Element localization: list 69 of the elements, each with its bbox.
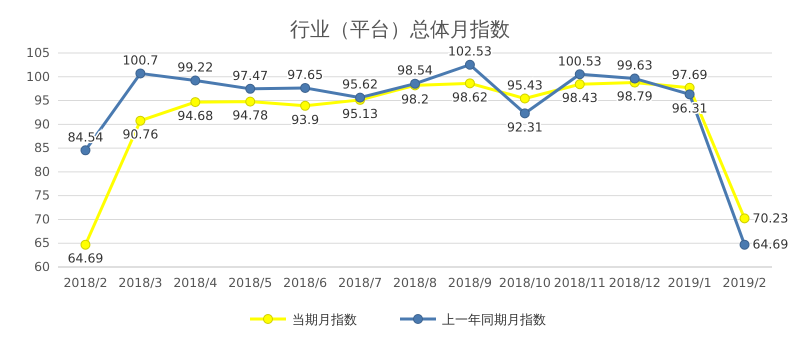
x-tick-label: 2018/9 bbox=[448, 275, 492, 290]
data-label: 98.43 bbox=[562, 90, 598, 106]
chart-title: 行业（平台）总体月指数 bbox=[290, 17, 510, 41]
x-tick-label: 2018/7 bbox=[338, 275, 382, 290]
point bbox=[574, 69, 585, 80]
x-tick-label: 2018/12 bbox=[608, 275, 661, 290]
point bbox=[630, 74, 640, 84]
data-label: 98.54 bbox=[397, 62, 433, 78]
point bbox=[520, 108, 530, 118]
x-tick-label: 2019/1 bbox=[668, 275, 712, 290]
x-tick-label: 2018/5 bbox=[228, 275, 272, 290]
point bbox=[740, 213, 750, 224]
data-label: 94.78 bbox=[232, 108, 268, 123]
y-tick-label: 90 bbox=[34, 116, 50, 132]
data-label: 99.63 bbox=[616, 58, 653, 73]
data-label: 64.69 bbox=[752, 236, 788, 252]
point bbox=[300, 100, 310, 111]
point bbox=[574, 79, 585, 90]
point bbox=[464, 60, 475, 70]
x-tick-label: 2018/10 bbox=[498, 275, 551, 290]
x-tick-label: 2018/4 bbox=[173, 275, 218, 290]
x-tick-label: 2019/2 bbox=[722, 275, 767, 290]
point bbox=[135, 68, 146, 78]
y-tick-label: 105 bbox=[26, 45, 50, 60]
point bbox=[520, 94, 530, 104]
y-tick-label: 60 bbox=[34, 259, 50, 274]
data-label: 92.31 bbox=[506, 119, 543, 134]
x-tick-label: 2018/3 bbox=[118, 275, 162, 290]
x-tick-label: 2018/8 bbox=[393, 275, 438, 290]
legend-label: 上一年同期月指数 bbox=[442, 313, 546, 328]
data-label: 99.22 bbox=[177, 59, 214, 74]
point bbox=[135, 116, 146, 126]
point bbox=[245, 96, 256, 107]
point bbox=[740, 240, 750, 250]
data-label: 97.69 bbox=[672, 66, 708, 82]
data-label: 93.9 bbox=[291, 112, 320, 127]
data-label: 95.62 bbox=[342, 76, 378, 92]
data-label: 95.43 bbox=[506, 78, 543, 93]
point bbox=[80, 145, 90, 156]
point bbox=[190, 97, 200, 108]
data-label: 95.13 bbox=[342, 106, 378, 121]
point bbox=[464, 78, 475, 88]
data-label: 98.62 bbox=[452, 89, 488, 104]
data-label: 97.65 bbox=[287, 66, 324, 82]
data-label: 100.53 bbox=[558, 53, 602, 68]
y-tick-label: 80 bbox=[34, 164, 50, 179]
data-label: 97.47 bbox=[232, 68, 268, 83]
data-label: 98.2 bbox=[401, 91, 429, 106]
y-tick-label: 85 bbox=[34, 140, 50, 156]
y-tick-label: 95 bbox=[34, 92, 50, 108]
point bbox=[190, 75, 200, 86]
point bbox=[684, 89, 695, 100]
x-tick-label: 2018/6 bbox=[283, 275, 328, 290]
data-label: 102.53 bbox=[448, 44, 492, 59]
y-tick-label: 75 bbox=[34, 188, 50, 203]
point bbox=[245, 84, 256, 94]
y-tick-label: 70 bbox=[34, 211, 50, 226]
y-tick-label: 65 bbox=[34, 235, 50, 250]
data-label: 64.69 bbox=[68, 250, 104, 266]
x-tick-label: 2018/2 bbox=[63, 275, 108, 290]
data-label: 100.7 bbox=[122, 52, 158, 68]
point bbox=[80, 240, 90, 250]
data-label: 94.68 bbox=[177, 108, 214, 124]
x-tick-label: 2018/11 bbox=[554, 275, 606, 290]
legend-label: 当期月指数 bbox=[292, 313, 357, 328]
y-tick-label: 100 bbox=[26, 68, 50, 84]
point bbox=[300, 82, 310, 93]
data-label: 98.79 bbox=[616, 88, 653, 104]
data-label: 70.23 bbox=[752, 210, 788, 226]
